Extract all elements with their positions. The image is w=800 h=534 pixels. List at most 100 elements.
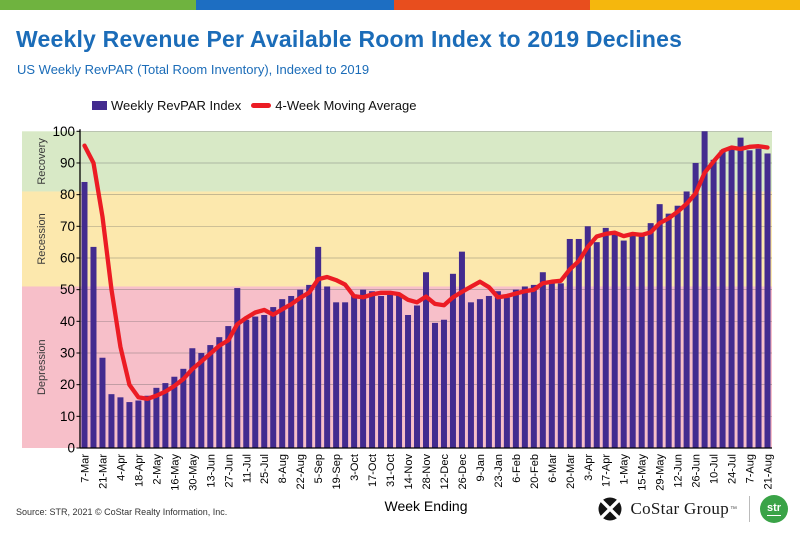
x-tick-label: 9-Jan	[475, 454, 487, 482]
bar-26-Dec	[458, 251, 465, 448]
x-tick-label: 26-Jun	[691, 454, 703, 488]
y-tick-label: 30	[60, 345, 75, 360]
bar-2-Jan	[467, 302, 474, 448]
brand-block: CoStar Group ™ str	[597, 495, 788, 523]
bar-18-Apr	[135, 400, 142, 448]
bar-5-Dec	[431, 322, 438, 448]
y-tick-label: 10	[60, 409, 75, 424]
chart-legend: Weekly RevPAR Index 4-Week Moving Averag…	[92, 98, 416, 113]
bar-22-May	[647, 223, 654, 448]
bar-25-Apr	[144, 395, 151, 448]
bar-10-Oct	[360, 289, 367, 448]
bar-8-Aug	[279, 299, 286, 448]
bar-19-Jun	[683, 191, 690, 448]
y-tick-label: 90	[60, 155, 75, 170]
x-tick-label: 6-Feb	[511, 454, 523, 483]
bar-21-Nov	[414, 305, 421, 448]
x-tick-label: 21-Mar	[98, 454, 110, 489]
costar-pinwheel-icon	[597, 496, 624, 522]
bar-28-Mar	[108, 394, 115, 448]
bar-27-Feb	[539, 272, 546, 448]
bar-1-Aug	[270, 307, 277, 448]
bar-24-Oct	[378, 295, 385, 448]
bar-31-Jul	[737, 137, 744, 448]
x-tick-label: 22-Aug	[295, 454, 307, 489]
x-tick-label: 18-Apr	[133, 454, 145, 487]
bar-30-Jan	[503, 297, 510, 448]
bar-29-Aug	[306, 284, 313, 448]
x-tick-label: 25-Jul	[259, 454, 271, 484]
bar-9-Jan	[476, 299, 483, 448]
y-tick-label: 50	[60, 282, 75, 297]
x-tick-label: 1-May	[619, 454, 631, 485]
bar-11-Apr	[126, 402, 133, 448]
x-tick-label: 2-May	[151, 454, 163, 485]
bar-28-Nov	[423, 272, 429, 448]
y-tick-label: 70	[60, 219, 75, 234]
top-bar-segment	[393, 0, 590, 10]
x-tick-label: 11-Jul	[241, 454, 253, 483]
bar-18-Jul	[252, 316, 259, 448]
bar-25-Jul	[261, 314, 268, 448]
bar-24-Apr	[611, 234, 618, 448]
bar-24-Jul	[728, 148, 735, 448]
chart-svg: Recovery Recession Depression 0 10 20 30 40 50 60…	[22, 124, 775, 491]
bar-10-Jul	[710, 159, 717, 449]
x-tick-label: 4-Apr	[115, 454, 127, 481]
zone-label: Recession	[36, 213, 48, 264]
bar-13-Mar	[557, 283, 564, 448]
top-color-bar	[0, 0, 800, 10]
x-tick-label: 3-Apr	[583, 454, 595, 481]
top-bar-segment	[589, 0, 800, 10]
str-logo: str	[760, 495, 788, 523]
x-tick-label: 28-Nov	[421, 454, 433, 490]
bar-14-Mar	[90, 246, 97, 448]
x-tick-label: 19-Sep	[331, 454, 343, 489]
x-tick-label: 14-Nov	[403, 454, 415, 490]
x-tick-label: 16-May	[169, 454, 181, 491]
bar-3-Apr	[584, 226, 591, 448]
bar-14-Aug	[755, 148, 762, 448]
x-tick-label: 29-May	[655, 454, 667, 491]
bar-5-Jun	[665, 213, 672, 448]
x-tick-label: 7-Mar	[80, 454, 92, 483]
bar-11-Jul	[243, 319, 250, 448]
x-tick-label: 12-Dec	[439, 454, 451, 490]
legend-bar-swatch	[92, 101, 107, 110]
bar-20-Mar	[566, 238, 573, 448]
bar-21-Mar	[99, 357, 106, 448]
bar-13-Feb	[521, 286, 528, 448]
bar-26-Sep	[342, 302, 349, 448]
page-title: Weekly Revenue Per Available Room Index …	[16, 26, 683, 52]
x-tick-label: 8-Aug	[277, 454, 289, 483]
bar-23-Jan	[494, 291, 501, 448]
bar-20-Jun	[216, 337, 223, 448]
x-tick-label: 20-Feb	[529, 454, 541, 489]
bar-12-Dec	[440, 319, 447, 448]
bar-4-Jul	[234, 288, 241, 448]
zone-label: Recovery	[36, 138, 48, 185]
bar-20-Feb	[530, 284, 537, 448]
bar-19-Sep	[333, 302, 340, 448]
x-tick-label: 5-Sep	[313, 454, 325, 483]
bar-16-May	[171, 376, 178, 448]
top-bar-segment	[0, 0, 197, 10]
bar-21-Aug	[764, 153, 771, 448]
bar-7-Mar	[81, 181, 88, 448]
bar-7-Nov	[396, 294, 403, 448]
bar-22-Aug	[297, 289, 304, 448]
zone-recession	[22, 191, 772, 287]
bar-17-Apr	[602, 227, 609, 448]
x-tick-label: 15-May	[637, 454, 649, 491]
x-tick-label: 31-Oct	[385, 454, 397, 487]
bar-19-Dec	[449, 273, 456, 448]
y-tick-label: 80	[60, 187, 75, 202]
bar-15-Aug	[288, 295, 295, 448]
zone-label: Depression	[36, 339, 48, 395]
y-tick-label: 60	[60, 250, 75, 265]
bar-5-Sep	[315, 246, 322, 448]
x-tick-label: 10-Jul	[709, 454, 721, 484]
x-tick-label: 7-Aug	[745, 454, 757, 483]
x-tick-label: 12-Jun	[673, 454, 685, 488]
brand-divider	[749, 496, 750, 522]
